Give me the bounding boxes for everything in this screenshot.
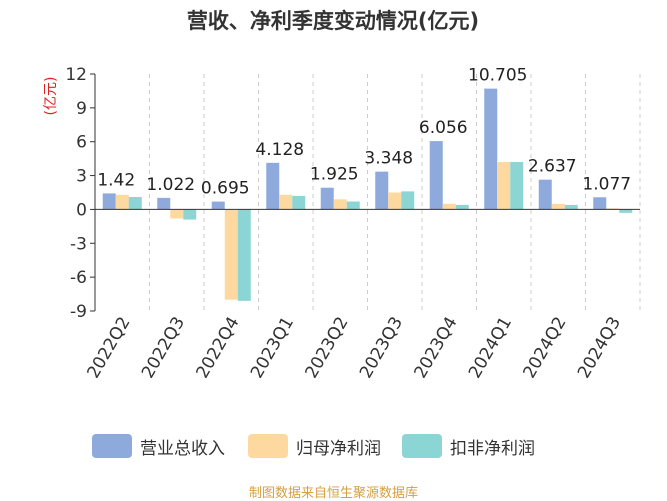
x-tick-label: 2023Q1	[247, 314, 298, 382]
legend-swatch	[402, 434, 442, 458]
legend-item[interactable]: 归母净利润	[248, 432, 381, 460]
x-tick-label: 2024Q2	[520, 314, 571, 382]
x-tick-label: 2024Q3	[574, 314, 625, 382]
x-tick-label: 2022Q3	[138, 314, 189, 382]
bar-3-2024Q3	[619, 209, 633, 213]
bar-1-2024Q1	[484, 88, 498, 210]
bar-2-2024Q3	[606, 208, 620, 210]
bar-2-2023Q3	[388, 192, 402, 210]
bar-1-2023Q1	[266, 162, 280, 210]
bar-2-2023Q1	[279, 194, 293, 210]
data-label: 10.705	[468, 66, 527, 86]
x-tick-label: 2023Q3	[356, 314, 407, 382]
bar-2-2022Q3	[170, 209, 184, 219]
bar-2-2024Q1	[497, 162, 511, 210]
y-tick-label: 0	[76, 200, 87, 220]
x-tick-label: 2024Q1	[465, 314, 516, 382]
y-tick-label: 3	[76, 167, 87, 187]
bar-1-2022Q4	[211, 201, 225, 210]
bar-2-2022Q2	[115, 194, 129, 210]
legend-swatch	[248, 434, 288, 458]
x-tick-label: 2022Q4	[193, 314, 244, 382]
y-axis-unit-label: (亿元)	[43, 77, 59, 116]
y-tick-label: 12	[65, 65, 87, 85]
bars-group	[102, 88, 633, 301]
data-label: 1.42	[97, 170, 135, 190]
data-label: 2.637	[528, 157, 577, 177]
bar-3-2023Q2	[346, 201, 360, 210]
bar-1-2023Q4	[429, 141, 443, 210]
y-tick-label: -6	[70, 268, 87, 288]
bar-2-2023Q4	[442, 203, 456, 210]
legend-label: 扣非净利润	[450, 438, 535, 459]
y-tick-label: -3	[70, 234, 87, 254]
bar-3-2023Q4	[455, 204, 469, 210]
bar-3-2024Q1	[510, 162, 524, 210]
source-note: 制图数据来自恒生聚源数据库	[248, 486, 418, 501]
x-tick-label: 2022Q2	[84, 314, 135, 382]
legend-label: 归母净利润	[296, 438, 381, 459]
x-tick-label: 2023Q4	[411, 314, 462, 382]
chart-title: 营收、净利季度变动情况(亿元)	[187, 9, 479, 33]
bar-1-2022Q3	[157, 197, 171, 210]
data-label: 1.022	[146, 175, 195, 195]
x-tick-label: 2023Q2	[302, 314, 353, 382]
legend-item[interactable]: 扣非净利润	[402, 432, 535, 460]
data-label: 6.056	[419, 118, 468, 138]
bar-3-2022Q4	[237, 209, 251, 301]
chart-legend: 营业总收入 归母净利润 扣非净利润	[0, 432, 667, 460]
bar-1-2022Q2	[102, 193, 116, 210]
legend-label: 营业总收入	[140, 438, 225, 459]
y-tick-label: -9	[70, 302, 87, 322]
data-label: 0.695	[201, 179, 250, 199]
bar-1-2024Q3	[593, 197, 607, 210]
data-label: 3.348	[364, 149, 413, 169]
bar-3-2024Q2	[564, 204, 578, 210]
data-label: 1.925	[310, 165, 359, 185]
legend-swatch	[92, 434, 132, 458]
data-label: 4.128	[255, 140, 304, 160]
data-label: 1.077	[582, 174, 631, 194]
bar-1-2023Q3	[375, 171, 389, 210]
bar-3-2023Q3	[401, 191, 415, 210]
bar-1-2023Q2	[320, 187, 334, 210]
y-tick-label: 9	[76, 99, 87, 119]
bar-3-2022Q3	[183, 209, 197, 220]
legend-item[interactable]: 营业总收入	[92, 432, 225, 460]
bar-3-2023Q1	[292, 195, 306, 210]
y-tick-label: 6	[76, 133, 87, 153]
bar-2-2022Q4	[224, 209, 238, 300]
bar-2-2024Q2	[551, 203, 565, 210]
bar-1-2024Q2	[538, 179, 552, 210]
bar-2-2023Q2	[333, 199, 347, 210]
bar-3-2022Q2	[128, 197, 142, 210]
